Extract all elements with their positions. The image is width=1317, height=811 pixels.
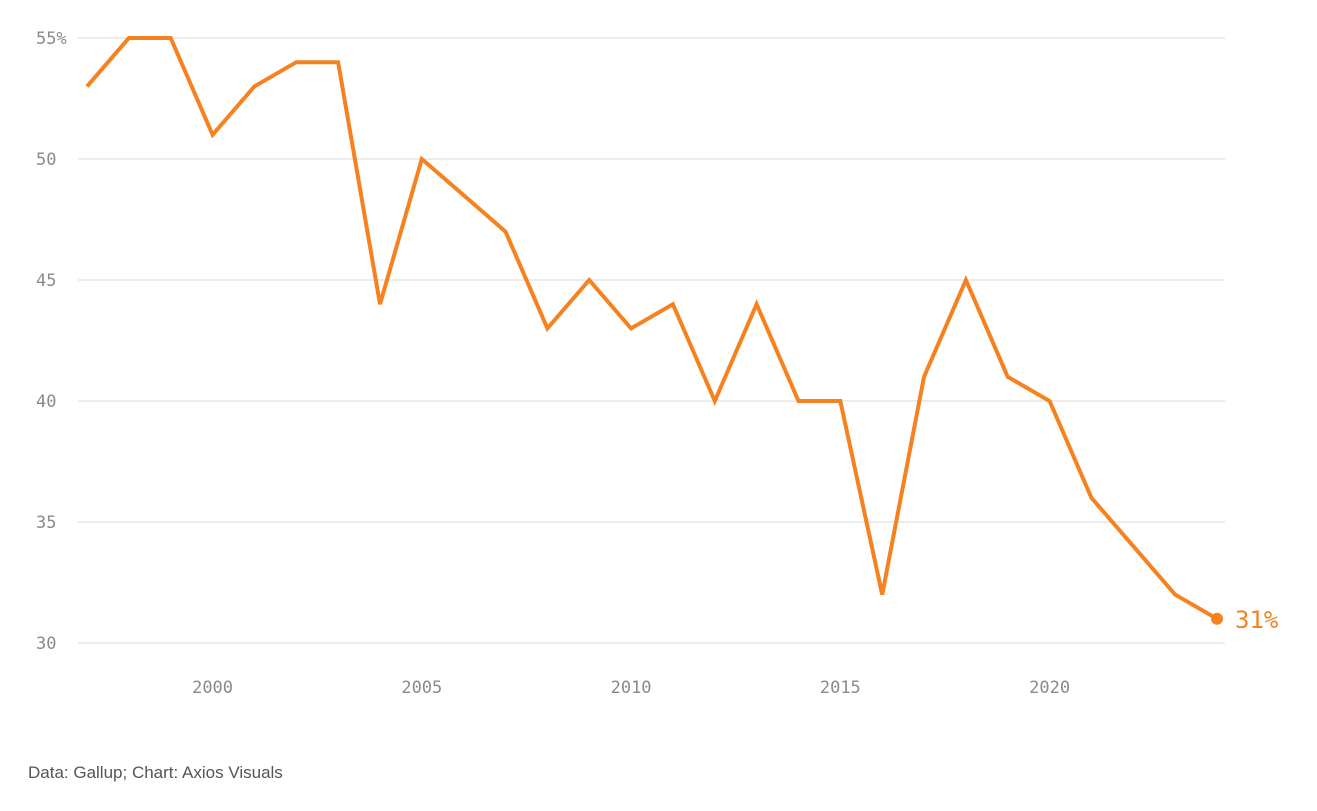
y-tick-label-50: 50 [36,150,56,170]
y-axis-ticks: 30 35 40 45 50 55% [36,29,67,654]
source-note: Data: Gallup; Chart: Axios Visuals [28,763,283,782]
end-point-marker [1211,612,1223,625]
x-tick-label-2010: 2010 [611,678,652,698]
x-axis-ticks: 2000 2005 2010 2015 2020 [192,678,1070,698]
x-tick-label-2000: 2000 [192,678,233,698]
end-point-layer: 31% [1211,606,1279,634]
gridlines [78,37,1225,644]
y-tick-label-55: 55% [36,29,67,49]
line-chart: 30 35 40 45 50 55% 2000 2005 2010 2015 2020 31% [36,29,1279,698]
x-tick-label-2005: 2005 [401,678,442,698]
y-tick-label-40: 40 [36,392,56,412]
x-tick-label-2020: 2020 [1029,678,1070,698]
end-value-label: 31% [1235,606,1279,634]
series-layer [85,36,1219,621]
y-tick-label-45: 45 [36,271,56,291]
y-tick-label-30: 30 [36,634,56,654]
series-line-0 [85,36,1219,621]
y-tick-label-35: 35 [36,513,56,533]
x-tick-label-2015: 2015 [820,678,861,698]
